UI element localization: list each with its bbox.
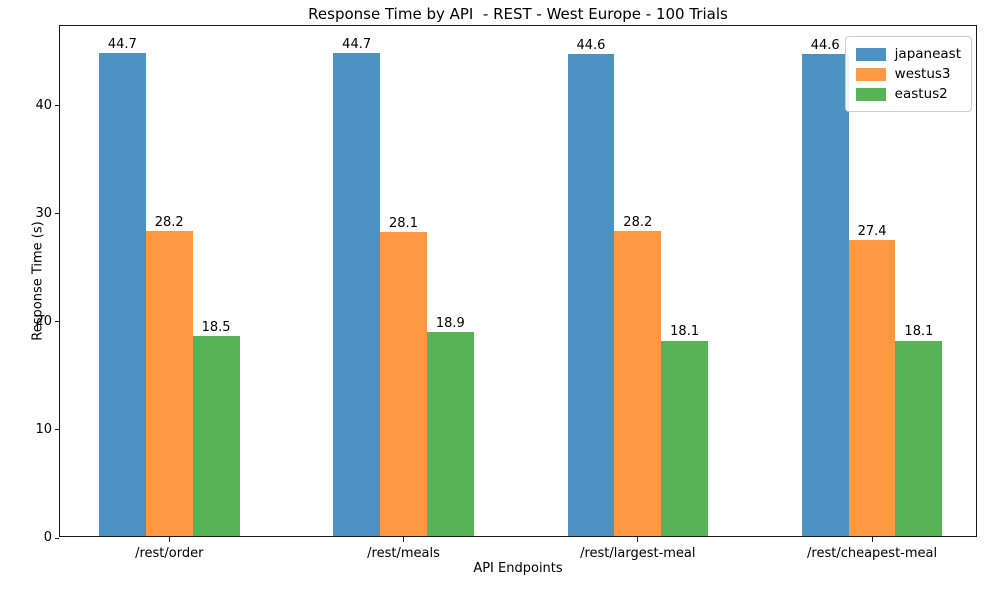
bar-japaneast <box>98 53 146 536</box>
x-tick-mark <box>403 537 404 542</box>
bar-westus3 <box>614 231 662 536</box>
bar-value-label: 18.1 <box>904 324 934 340</box>
bar-japaneast <box>567 54 615 536</box>
y-tick-mark <box>55 213 59 215</box>
bar-value-label: 27.4 <box>857 224 887 240</box>
y-tick-mark <box>55 321 59 323</box>
bar-value-label: 28.2 <box>154 215 184 231</box>
y-tick-label: 40 <box>35 97 52 113</box>
y-tick-label: 0 <box>43 530 52 545</box>
bar-value-label: 44.6 <box>576 38 606 54</box>
y-tick-label: 30 <box>35 205 52 221</box>
bar-westus3 <box>145 231 193 536</box>
legend-label: eastus2 <box>894 86 948 102</box>
bar-eastus2 <box>192 336 240 536</box>
legend-swatch-westus3 <box>855 67 886 81</box>
legend: japaneast westus3 eastus2 <box>844 36 972 112</box>
bar-value-label: 44.6 <box>810 38 840 54</box>
chart-title: Response Time by API - REST - West Europ… <box>308 5 728 23</box>
bar-westus3 <box>380 232 427 536</box>
x-tick-label: /rest/cheapest-meal <box>807 546 938 561</box>
x-tick-mark <box>637 537 639 542</box>
plot-area: 0 10 20 30 40/rest/order 44.7 28.2 18.5/rest/me… <box>35 25 977 561</box>
bar-japaneast <box>333 53 381 536</box>
bar-value-label: 28.1 <box>389 216 418 232</box>
y-tick-label: 20 <box>35 313 52 329</box>
y-tick-mark <box>55 429 59 431</box>
x-axis-label: API Endpoints <box>473 561 563 576</box>
legend-swatch-japaneast <box>855 47 886 61</box>
legend-label: japaneast <box>894 46 961 62</box>
bar-value-label: 18.1 <box>670 324 700 340</box>
legend-label: westus3 <box>894 66 951 82</box>
bar-westus3 <box>848 240 896 536</box>
legend-item-japaneast: japaneast <box>855 44 961 64</box>
x-tick-mark <box>168 537 170 542</box>
legend-swatch-eastus2 <box>855 87 886 101</box>
bar-value-label: 44.7 <box>342 37 372 53</box>
x-tick-label: /rest/order <box>135 546 204 561</box>
x-tick-label: /rest/meals <box>367 546 440 561</box>
legend-item-eastus2: eastus2 <box>855 84 961 104</box>
bar-value-label: 18.5 <box>201 320 231 336</box>
bar-value-label: 28.2 <box>623 215 653 231</box>
legend-item-westus3: westus3 <box>855 64 961 84</box>
y-tick-mark <box>55 537 59 539</box>
bar-eastus2 <box>661 340 709 536</box>
y-tick-label: 10 <box>35 421 52 437</box>
y-tick-mark <box>55 105 59 107</box>
bar-eastus2 <box>426 331 474 536</box>
bar-value-label: 44.7 <box>107 37 137 53</box>
x-tick-mark <box>871 537 873 542</box>
bar-eastus2 <box>895 340 943 536</box>
bar-japaneast <box>801 54 849 536</box>
bar-value-label: 18.9 <box>435 315 465 331</box>
x-tick-label: /rest/largest-meal <box>580 546 696 561</box>
